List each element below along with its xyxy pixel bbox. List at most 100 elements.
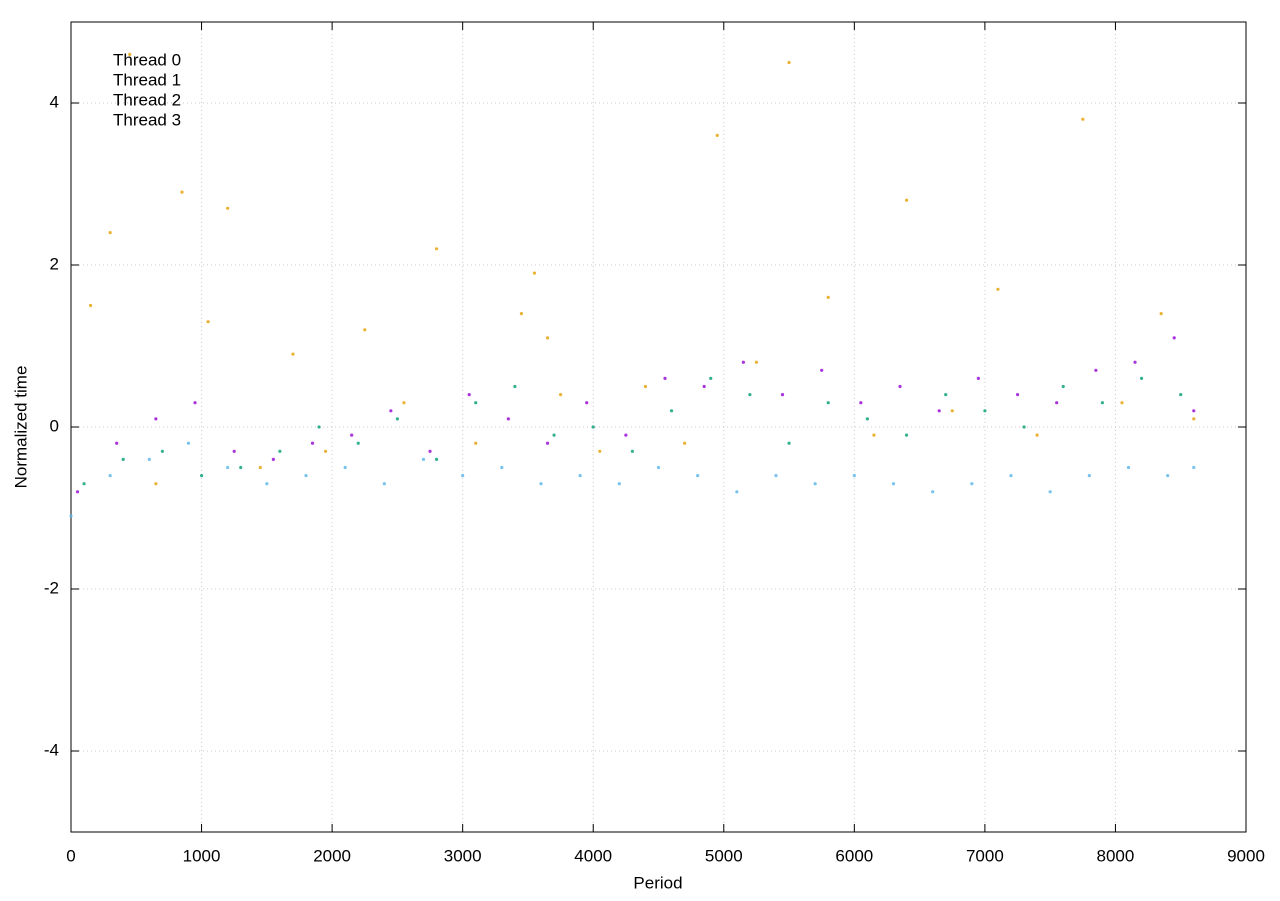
point xyxy=(108,231,112,235)
point xyxy=(421,457,426,461)
x-tick-label: 3000 xyxy=(444,846,482,865)
point xyxy=(1048,490,1052,494)
point xyxy=(500,465,504,470)
point xyxy=(356,441,360,445)
point xyxy=(199,474,204,478)
legend-label: Thread 1 xyxy=(113,70,181,89)
point xyxy=(121,457,125,461)
point xyxy=(904,198,909,202)
point xyxy=(950,409,954,413)
x-tick-label: 9000 xyxy=(1227,846,1265,865)
point xyxy=(1179,393,1183,397)
point xyxy=(271,457,275,461)
y-tick-label: 2 xyxy=(50,254,59,273)
point xyxy=(69,514,73,518)
point xyxy=(1166,474,1170,478)
point xyxy=(323,449,328,453)
point xyxy=(350,433,354,437)
point xyxy=(75,490,80,494)
point xyxy=(265,482,269,486)
point xyxy=(624,433,628,437)
point xyxy=(1192,417,1196,421)
point xyxy=(434,457,439,461)
x-tick-label: 8000 xyxy=(1097,846,1135,865)
point xyxy=(944,393,948,397)
point xyxy=(513,384,517,389)
point xyxy=(258,465,262,470)
point xyxy=(1009,474,1013,478)
point xyxy=(206,320,210,324)
point xyxy=(669,409,674,413)
point xyxy=(852,474,856,478)
y-axis-label: Normalized time xyxy=(11,366,30,489)
point xyxy=(872,433,876,437)
point xyxy=(291,352,295,356)
legend-label: Thread 3 xyxy=(113,110,181,129)
point xyxy=(970,482,974,486)
legend-label: Thread 2 xyxy=(113,90,181,109)
point xyxy=(859,401,863,405)
x-tick-label: 7000 xyxy=(966,846,1004,865)
x-axis-label: Period xyxy=(633,873,682,892)
point xyxy=(545,336,550,340)
point xyxy=(787,441,791,445)
point xyxy=(630,449,634,453)
point xyxy=(656,465,661,470)
point xyxy=(539,482,543,486)
point xyxy=(787,60,791,65)
point xyxy=(82,482,86,486)
point xyxy=(226,465,230,470)
legend-label: Thread 0 xyxy=(113,50,181,69)
x-tick-label: 0 xyxy=(66,846,75,865)
point xyxy=(552,433,556,437)
x-tick-label: 4000 xyxy=(574,846,612,865)
point xyxy=(532,271,537,275)
point xyxy=(585,401,589,405)
point xyxy=(780,393,785,397)
point xyxy=(193,401,197,405)
point xyxy=(715,133,719,137)
point xyxy=(1100,401,1104,405)
point xyxy=(506,417,510,421)
point xyxy=(904,433,909,437)
point xyxy=(160,449,164,453)
point xyxy=(741,360,745,364)
point xyxy=(232,449,236,453)
point xyxy=(996,287,1000,291)
point xyxy=(180,190,184,194)
point xyxy=(748,393,752,397)
point xyxy=(983,409,987,413)
point xyxy=(898,384,902,389)
point xyxy=(343,465,347,470)
y-tick-label: -4 xyxy=(44,740,59,759)
y-tick-label: 4 xyxy=(50,92,59,111)
point xyxy=(310,441,315,445)
point xyxy=(617,482,621,486)
point xyxy=(865,417,869,421)
point xyxy=(108,474,112,478)
point xyxy=(519,312,524,316)
point xyxy=(1139,376,1144,380)
point xyxy=(754,360,759,364)
point xyxy=(683,441,687,445)
point xyxy=(1192,409,1196,413)
point xyxy=(226,206,230,210)
point xyxy=(88,303,93,308)
x-tick-label: 1000 xyxy=(183,846,221,865)
point xyxy=(1159,312,1163,316)
point xyxy=(474,441,478,445)
x-tick-label: 5000 xyxy=(705,846,743,865)
plot-border xyxy=(70,21,1247,833)
point xyxy=(186,441,191,445)
point xyxy=(591,425,595,429)
point xyxy=(1022,425,1026,429)
point xyxy=(278,449,282,453)
point xyxy=(931,490,935,494)
point xyxy=(826,295,830,299)
point xyxy=(1055,401,1059,405)
point xyxy=(382,482,386,486)
x-tick-label: 6000 xyxy=(835,846,873,865)
point xyxy=(1172,336,1176,340)
point xyxy=(1192,465,1196,470)
